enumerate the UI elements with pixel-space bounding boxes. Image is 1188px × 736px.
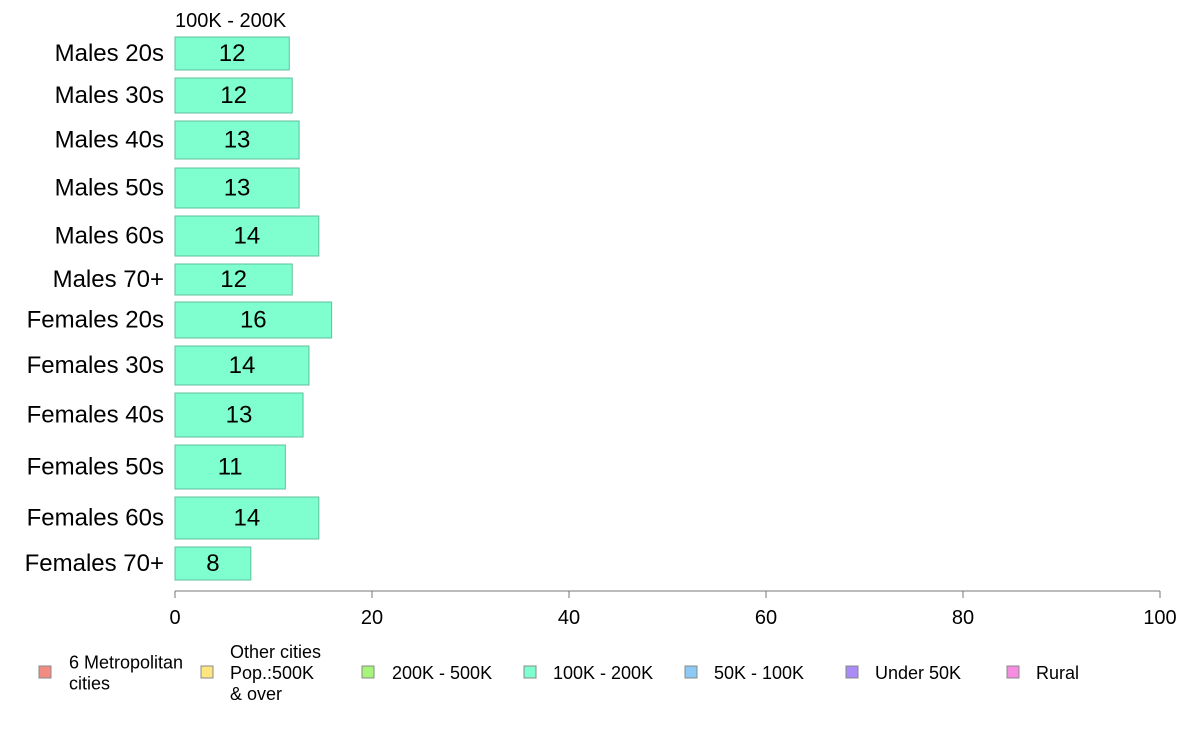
- legend-label: Pop.:500K: [230, 663, 314, 683]
- bar: [174, 546, 252, 581]
- category-label: Males 70+: [53, 266, 164, 293]
- bar-value-label: 8: [206, 550, 219, 577]
- legend-label: 50K - 100K: [714, 663, 804, 683]
- legend-item: Under 50K: [845, 663, 961, 683]
- bar-value-label: 14: [229, 352, 256, 379]
- bar: [174, 496, 320, 540]
- bars: Males 20s 12 Males 30s 12 Males 40s 13 Males 5…: [25, 36, 333, 581]
- legend-swatch: [845, 665, 859, 679]
- bar-value-label: 13: [224, 127, 251, 154]
- x-tick-label: 0: [169, 607, 180, 629]
- bar: [174, 444, 286, 490]
- x-tick-label: 20: [361, 607, 383, 629]
- legend-label: Other cities: [230, 642, 321, 662]
- x-axis: 0 20 40 60 80 100: [169, 590, 1177, 629]
- legend-label: Rural: [1036, 663, 1079, 683]
- bar: [174, 301, 333, 339]
- x-tick-label: 80: [952, 607, 974, 629]
- legend-swatch: [684, 665, 698, 679]
- bar: [174, 167, 300, 209]
- legend: 6 Metropolitan cities Other citiesPop.:50…: [38, 642, 1079, 704]
- x-tick-label: 100: [1143, 607, 1176, 629]
- category-label: Males 60s: [55, 223, 164, 250]
- bar-value-label: 14: [234, 223, 261, 250]
- bar-value-label: 11: [218, 454, 243, 481]
- legend-item: Rural: [1006, 663, 1079, 683]
- legend-label: 100K - 200K: [553, 663, 653, 683]
- legend-label: 200K - 500K: [392, 663, 492, 683]
- legend-swatch: [523, 665, 537, 679]
- bar-value-label: 13: [224, 175, 251, 202]
- bar: [174, 345, 310, 386]
- category-label: Males 40s: [55, 127, 164, 154]
- bar-value-label: 14: [234, 505, 261, 532]
- bar-value-label: 12: [219, 40, 246, 67]
- bar: [174, 120, 300, 160]
- chart-header: 100K - 200K: [175, 10, 287, 32]
- category-label: Males 30s: [55, 82, 164, 109]
- legend-swatch: [38, 665, 52, 679]
- legend-swatch: [1006, 665, 1020, 679]
- bar: [174, 215, 320, 257]
- legend-item: 200K - 500K: [361, 663, 492, 683]
- bar: [174, 77, 293, 114]
- bar: [174, 36, 290, 71]
- legend-item: 50K - 100K: [684, 663, 804, 683]
- legend-swatch: [200, 665, 214, 679]
- x-tick-label: 40: [558, 607, 580, 629]
- category-label: Females 60s: [27, 505, 164, 532]
- category-label: Females 70+: [25, 550, 164, 577]
- x-tick-label: 60: [755, 607, 777, 629]
- legend-label: Under 50K: [875, 663, 961, 683]
- legend-swatch: [361, 665, 375, 679]
- bar-value-label: 16: [240, 307, 267, 334]
- category-label: Females 40s: [27, 402, 164, 429]
- bar-value-label: 12: [220, 82, 247, 109]
- bar-value-label: 12: [220, 266, 247, 293]
- legend-label: & over: [230, 684, 282, 704]
- legend-item: 6 Metropolitan cities: [38, 653, 183, 694]
- bar: [174, 392, 304, 438]
- category-label: Females 30s: [27, 352, 164, 379]
- category-label: Females 20s: [27, 307, 164, 334]
- category-label: Males 50s: [55, 175, 164, 202]
- bar-value-label: 13: [226, 402, 253, 429]
- legend-label: cities: [69, 674, 110, 694]
- legend-label: 6 Metropolitan: [69, 653, 183, 673]
- bar: [174, 263, 293, 296]
- category-label: Males 20s: [55, 40, 164, 67]
- legend-item: 100K - 200K: [523, 663, 653, 683]
- category-label: Females 50s: [27, 454, 164, 481]
